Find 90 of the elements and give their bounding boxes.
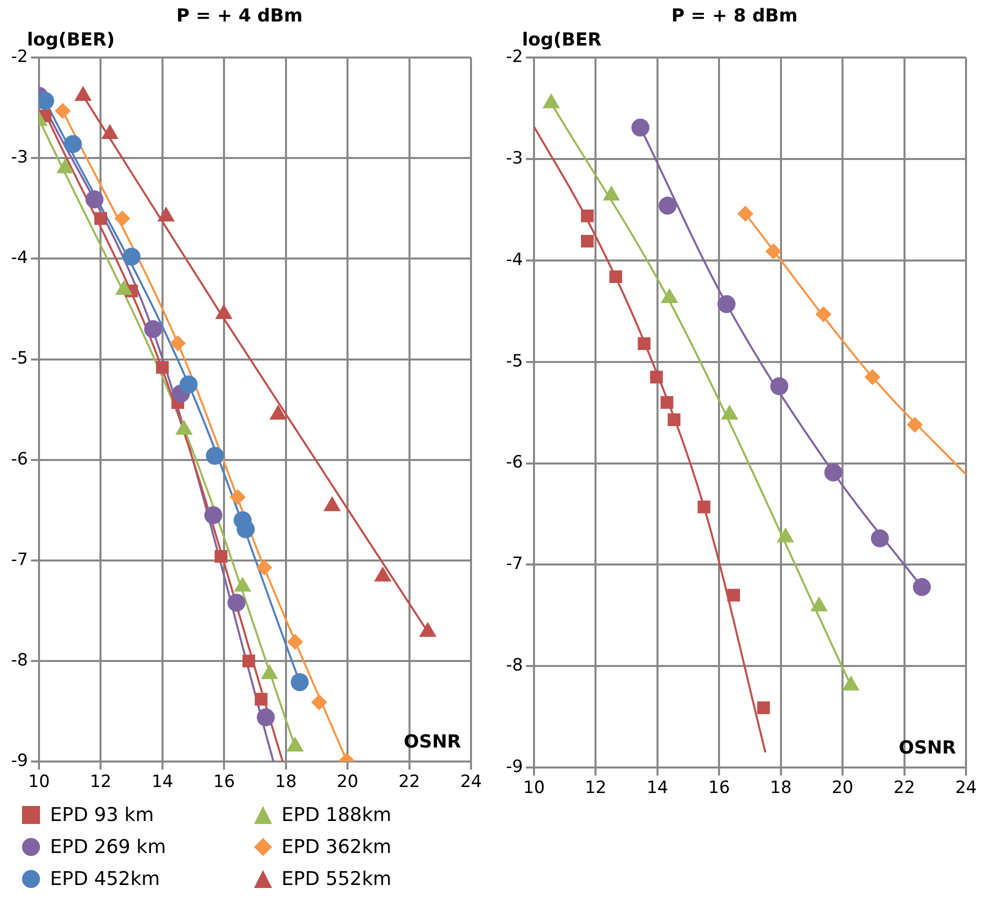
point xyxy=(718,295,736,314)
y-tick-label: -5 xyxy=(506,351,523,372)
point xyxy=(815,306,832,322)
y-tick-label: -7 xyxy=(506,554,523,574)
point xyxy=(668,413,680,426)
x-axis-title: OSNR xyxy=(898,737,956,758)
line-series xyxy=(534,126,766,754)
point xyxy=(236,520,255,538)
legend-label: EPD 269 km xyxy=(50,836,166,858)
legend-label: EPD 93 km xyxy=(50,804,154,826)
y-tick-label: -6 xyxy=(10,449,28,470)
point xyxy=(727,588,740,602)
point xyxy=(156,360,169,374)
point xyxy=(214,550,228,563)
point xyxy=(737,206,754,222)
y-tick-label: -4 xyxy=(506,250,523,270)
point xyxy=(227,594,246,612)
point xyxy=(870,529,889,548)
point xyxy=(94,212,108,225)
x-tick-label: 12 xyxy=(584,778,606,798)
point xyxy=(254,692,268,706)
point xyxy=(906,416,923,433)
x-tick-label: 18 xyxy=(275,772,297,792)
point xyxy=(660,396,674,409)
point xyxy=(631,118,650,137)
x-tick-label: 10 xyxy=(523,778,545,798)
point xyxy=(230,489,246,506)
legend-label: EPD 552km xyxy=(282,868,392,890)
point xyxy=(757,701,770,714)
x-tick-label: 12 xyxy=(90,772,112,792)
x-tick-label: 14 xyxy=(646,778,668,798)
point xyxy=(580,234,594,248)
x-tick-label: 24 xyxy=(460,772,482,792)
point xyxy=(122,248,141,266)
y-axis-title: log(BER) xyxy=(26,29,115,50)
point xyxy=(256,559,272,576)
point xyxy=(650,370,663,384)
point xyxy=(170,335,186,352)
point xyxy=(698,500,710,514)
point xyxy=(54,102,71,119)
legend-label: EPD 188km xyxy=(282,804,392,826)
x-tick-label: 14 xyxy=(152,772,174,792)
point xyxy=(638,337,650,350)
y-tick-label: -9 xyxy=(10,751,28,772)
x-tick-label: 16 xyxy=(213,772,235,792)
y-tick-label: -7 xyxy=(10,550,28,570)
x-tick-label: 20 xyxy=(832,778,854,798)
x-tick-label: 22 xyxy=(893,778,916,798)
point xyxy=(256,708,275,726)
point xyxy=(64,135,82,154)
y-tick-label: -4 xyxy=(10,248,28,268)
point xyxy=(114,210,130,227)
x-tick-label: 18 xyxy=(770,778,792,798)
point xyxy=(86,190,104,208)
point xyxy=(864,369,880,386)
point xyxy=(242,654,256,668)
x-tick-label: 16 xyxy=(708,778,730,798)
point xyxy=(180,375,198,394)
y-tick-label: -3 xyxy=(506,148,523,168)
x-tick-label: 10 xyxy=(28,772,50,792)
legend-label: EPD 452km xyxy=(50,868,160,890)
y-axis-title: log(BER xyxy=(522,29,602,50)
x-axis-title: OSNR xyxy=(404,731,462,752)
point xyxy=(658,196,677,215)
point xyxy=(609,270,622,284)
point xyxy=(765,243,782,260)
point xyxy=(206,446,224,465)
point xyxy=(580,209,594,222)
point xyxy=(770,377,788,396)
y-tick-label: -6 xyxy=(506,452,523,473)
chart-title: P = + 4 dBm xyxy=(176,5,303,26)
y-tick-label: -9 xyxy=(506,757,523,778)
legend-label: EPD 362km xyxy=(282,836,392,858)
point xyxy=(287,634,304,650)
y-tick-label: -3 xyxy=(10,148,28,168)
y-tick-label: -2 xyxy=(10,47,28,68)
y-tick-label: -8 xyxy=(10,650,28,670)
point xyxy=(290,673,309,692)
point xyxy=(824,463,842,482)
y-tick-label: -2 xyxy=(506,47,523,68)
point xyxy=(311,694,328,710)
point xyxy=(204,506,222,524)
point xyxy=(144,320,162,338)
y-tick-label: -5 xyxy=(10,348,28,369)
x-tick-label: 22 xyxy=(398,772,420,792)
point xyxy=(912,578,931,596)
x-tick-label: 24 xyxy=(955,778,977,798)
x-tick-label: 20 xyxy=(336,772,358,792)
chart-title: P = + 8 dBm xyxy=(671,5,798,26)
y-tick-label: -8 xyxy=(506,656,523,676)
